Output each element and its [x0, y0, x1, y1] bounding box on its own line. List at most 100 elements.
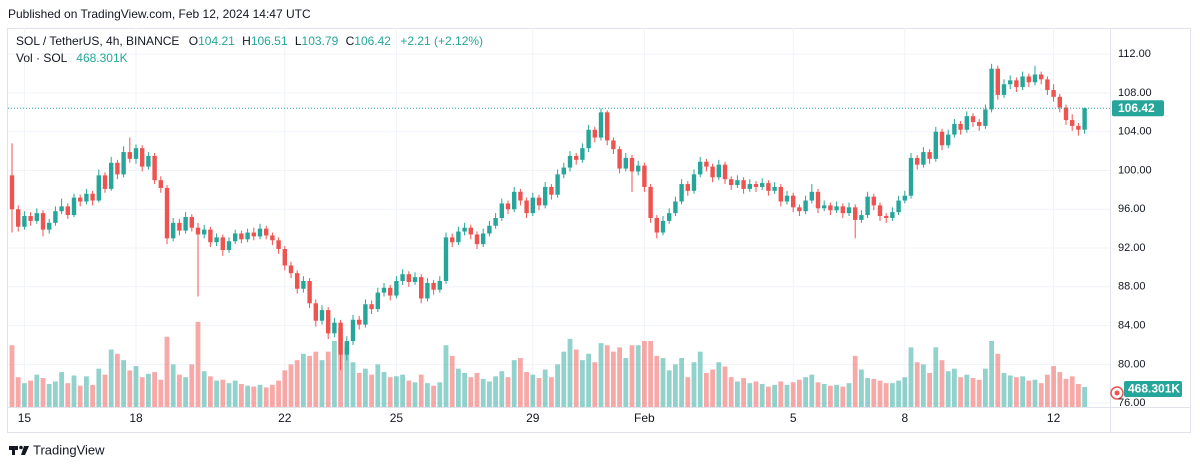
volume-bar	[34, 374, 40, 407]
volume-bar	[505, 377, 511, 407]
volume-bar	[573, 349, 579, 407]
volume-bar	[617, 347, 622, 407]
volume-bar	[927, 372, 932, 407]
candle-body	[499, 203, 504, 218]
candle-body	[40, 213, 46, 230]
x-tick-label: 25	[390, 411, 404, 425]
candle-body	[140, 148, 145, 167]
volume-bar	[735, 381, 740, 407]
volume-bar	[443, 345, 449, 407]
volume-bar	[1069, 376, 1075, 407]
volume-bar	[890, 383, 895, 407]
candle-body	[282, 249, 287, 266]
candle-body	[815, 191, 821, 209]
volume-bar	[1038, 383, 1044, 407]
volume-bar	[908, 347, 914, 407]
volume-bar	[914, 362, 920, 407]
candles	[9, 63, 1087, 371]
candle-body	[71, 197, 77, 216]
volume-bar	[139, 377, 145, 407]
candle-body	[16, 209, 21, 227]
volume-bars	[9, 321, 1087, 407]
candle-body	[865, 196, 870, 216]
candle-body	[698, 161, 703, 175]
volume-bar	[840, 386, 846, 407]
candle-body	[921, 152, 926, 165]
volume-bar	[784, 384, 790, 407]
legend-high-label: H	[242, 34, 251, 48]
volume-bar	[158, 379, 164, 407]
volume-bar	[580, 360, 585, 407]
candle-body	[983, 109, 988, 126]
y-tick-label: 96.00	[1118, 203, 1146, 215]
volume-bar	[121, 360, 126, 407]
volume-bar	[995, 353, 1001, 407]
legend-change: +2.21 (+2.12%)	[400, 34, 483, 48]
volume-bar	[270, 384, 275, 407]
volume-bar	[65, 383, 71, 407]
legend-open-label: O	[189, 34, 198, 48]
volume-bar	[294, 360, 300, 407]
candle-body	[859, 215, 864, 220]
volume-bar	[412, 382, 418, 407]
candle-body	[189, 217, 194, 228]
candle-body	[704, 161, 709, 167]
candle-body	[530, 197, 535, 214]
candle-body	[747, 184, 752, 189]
volume-bar	[1014, 377, 1019, 407]
candle-body	[654, 217, 659, 233]
candle-body	[592, 129, 597, 138]
candle-body	[977, 122, 982, 126]
legend-close: 106.42	[354, 34, 391, 48]
volume-bar	[964, 374, 970, 407]
volume-bar	[1007, 375, 1013, 407]
candle-body	[648, 186, 653, 218]
logo-stem	[12, 446, 15, 455]
volume-bar	[542, 369, 548, 407]
candle-body	[276, 240, 281, 250]
volume-bar	[586, 353, 591, 407]
candle-body	[716, 164, 721, 178]
candle-body	[803, 200, 808, 212]
candle-body	[369, 304, 374, 310]
candle-body	[555, 174, 560, 195]
volume-bar	[425, 383, 430, 407]
candle-body	[1001, 84, 1007, 95]
candle-body	[96, 175, 101, 201]
volume-bar	[561, 351, 567, 407]
candle-body	[518, 191, 523, 201]
volume-bar	[741, 378, 746, 407]
volume-bar	[449, 355, 455, 407]
candle-body	[363, 304, 368, 325]
volume-bar	[400, 374, 405, 407]
candle-body	[481, 233, 486, 245]
candle-body	[989, 68, 994, 110]
candle-body	[313, 303, 318, 321]
candle-body	[834, 206, 839, 211]
candle-body	[301, 280, 306, 289]
candle-body	[226, 241, 232, 250]
candle-body	[797, 207, 802, 212]
candle-body	[772, 186, 777, 191]
volume-bar	[852, 355, 858, 407]
volume-bar	[251, 386, 257, 407]
candle-body	[474, 234, 480, 245]
volume-bar	[487, 381, 492, 407]
candle-body	[326, 310, 331, 334]
candle-body	[406, 274, 411, 282]
volume-bar	[319, 360, 325, 407]
candle-body	[784, 195, 790, 202]
candle-body	[419, 277, 424, 299]
volume-bar	[1082, 387, 1087, 407]
candle-body	[487, 225, 492, 234]
candle-body	[437, 280, 442, 290]
legend-close-label: C	[346, 34, 355, 48]
volume-bar	[108, 349, 114, 407]
volume-bar	[1020, 376, 1025, 407]
candle-body	[158, 180, 163, 188]
candle-body	[202, 229, 207, 235]
candle-body	[22, 216, 27, 227]
candle-body	[939, 131, 945, 146]
volume-bar	[871, 378, 877, 407]
volume-bar	[976, 379, 982, 407]
